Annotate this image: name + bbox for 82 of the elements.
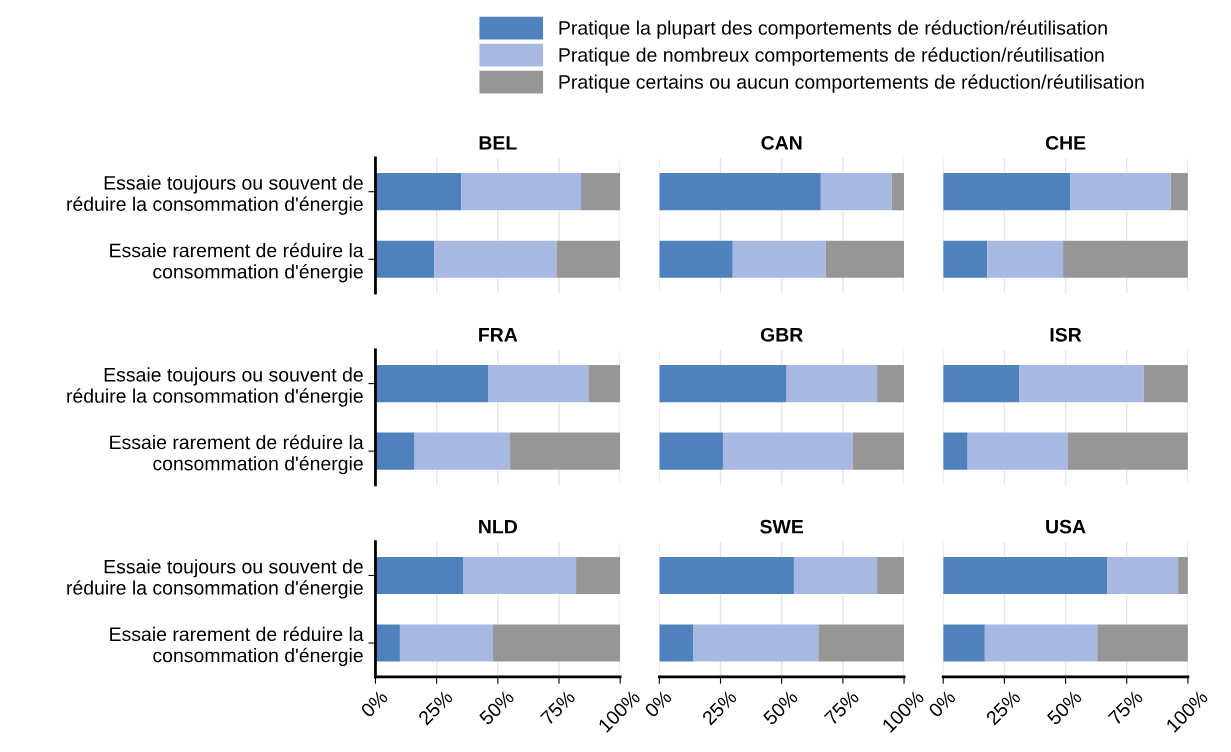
bar xyxy=(818,624,905,662)
bar xyxy=(1170,173,1188,211)
bar xyxy=(891,173,905,211)
bar xyxy=(793,556,878,595)
x-tick-label: 25% xyxy=(701,689,738,726)
bar xyxy=(1097,624,1188,662)
bar xyxy=(588,365,621,403)
bar xyxy=(434,240,557,278)
bar xyxy=(375,365,489,403)
x-tick-label: 0% xyxy=(643,689,673,719)
bar xyxy=(1068,432,1188,470)
bar xyxy=(984,624,1098,662)
bar xyxy=(943,365,1020,403)
bar xyxy=(659,173,821,211)
bar xyxy=(375,173,462,211)
x-tick-label: 50% xyxy=(478,689,515,726)
bar xyxy=(375,240,435,278)
bar xyxy=(1019,365,1144,403)
bar xyxy=(967,432,1068,470)
legend-label: Pratique de nombreux comportements de réduction/réutilisation xyxy=(559,47,1104,66)
y-tick-label: Essaie rarement de réduire la consommation d'énergie xyxy=(110,434,364,475)
x-tick-label: 0% xyxy=(360,689,389,719)
chart-title: CHE xyxy=(1045,136,1086,150)
bar xyxy=(877,556,905,595)
bar xyxy=(510,432,621,470)
y-tick-label: Essaie toujours ou souvent de réduire la consommation d'énergie xyxy=(67,559,363,599)
bar xyxy=(987,240,1064,278)
y-tick-label: Essaie rarement de réduire la consommation d'énergie xyxy=(110,626,364,667)
bar xyxy=(877,365,905,403)
x-tick-label: 75% xyxy=(823,689,860,726)
bar xyxy=(722,432,853,470)
bar xyxy=(820,173,892,211)
x-tick-label: 50% xyxy=(762,689,799,726)
bar xyxy=(943,624,985,662)
bar xyxy=(943,432,968,470)
y-tick-label: Essaie rarement de réduire la consommation d'énergie xyxy=(110,242,364,283)
bar xyxy=(943,173,1071,211)
bar xyxy=(1107,556,1179,595)
bar xyxy=(786,365,878,403)
bar xyxy=(1178,556,1188,595)
chart-title: USA xyxy=(1046,519,1086,534)
bar xyxy=(399,624,493,662)
bar xyxy=(943,556,1108,595)
bar xyxy=(943,240,988,278)
chart-title: ISR xyxy=(1050,327,1082,342)
bar xyxy=(581,173,621,211)
bar xyxy=(375,432,415,470)
chart-title: NLD xyxy=(479,519,517,534)
chart-title: CAN xyxy=(761,136,802,150)
bar xyxy=(659,432,723,470)
bar xyxy=(1143,365,1188,403)
bar xyxy=(461,173,582,211)
bar xyxy=(852,432,905,470)
bar xyxy=(463,556,577,595)
chart-title: SWE xyxy=(760,519,804,534)
x-tick-label: 75% xyxy=(539,689,576,726)
bar xyxy=(375,556,464,595)
bar xyxy=(414,432,511,470)
bar xyxy=(556,240,621,278)
bar xyxy=(659,365,787,403)
bar xyxy=(825,240,905,278)
bar xyxy=(732,240,826,278)
y-tick-label: Essaie toujours ou souvent de réduire la consommation d'énergie xyxy=(67,175,363,215)
chart-title: GBR xyxy=(760,327,803,342)
x-tick-label: 0% xyxy=(927,689,957,719)
x-tick-label: 50% xyxy=(1046,689,1083,726)
bar xyxy=(659,556,794,595)
y-tick-label: Essaie toujours ou souvent de réduire la consommation d'énergie xyxy=(67,367,363,407)
bar xyxy=(1063,240,1188,278)
bar xyxy=(659,624,694,662)
bar xyxy=(375,624,400,662)
bar xyxy=(576,556,621,595)
bar xyxy=(488,365,589,403)
bar xyxy=(492,624,621,662)
legend-label: Pratique la plupart des comportements de réduction/réutilisation xyxy=(559,20,1107,39)
bar xyxy=(693,624,819,662)
legend-label: Pratique certains ou aucun comportements de réduction/réutilisation xyxy=(559,74,1144,93)
chart-title: FRA xyxy=(479,328,518,342)
x-tick-label: 75% xyxy=(1107,689,1144,726)
bar xyxy=(659,240,733,278)
chart-title: BEL xyxy=(479,136,517,150)
bar xyxy=(1070,173,1171,211)
